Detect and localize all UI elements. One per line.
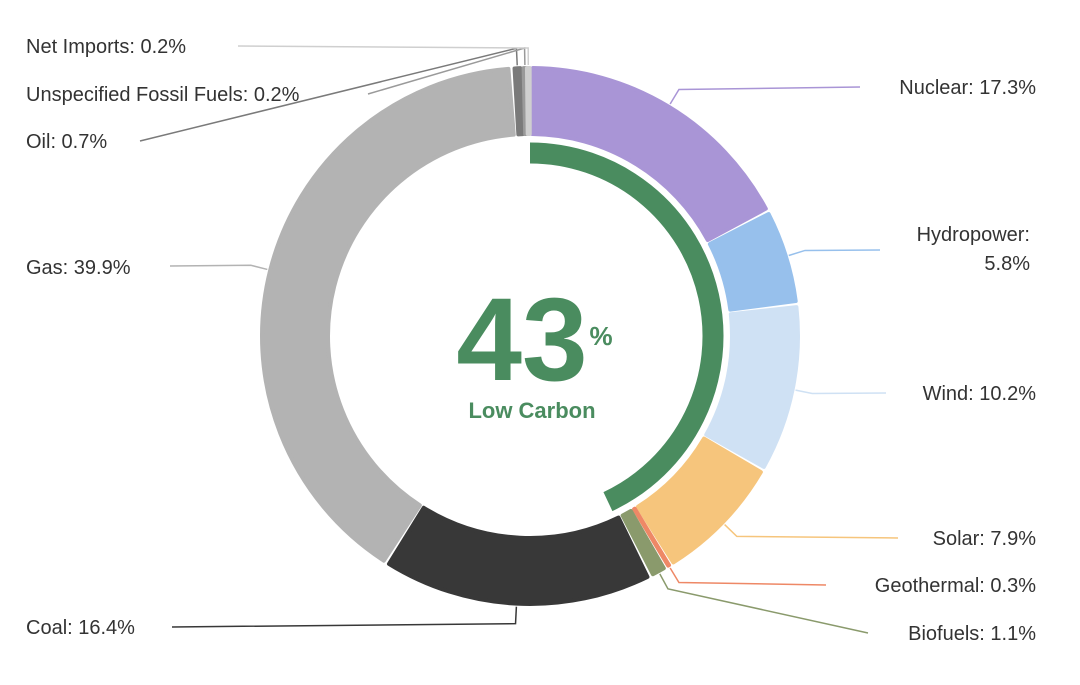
label-geothermal: Geothermal: 0.3% bbox=[875, 575, 1036, 597]
slice-oil bbox=[512, 66, 525, 137]
label-hydropower-line-2: 5.8% bbox=[984, 253, 1030, 275]
leader-line-hydropower bbox=[788, 249, 881, 257]
label-nuclear: Nuclear: 17.3% bbox=[899, 77, 1036, 99]
slice-geothermal bbox=[632, 506, 672, 568]
leader-line-geothermal bbox=[669, 567, 827, 586]
label-wind: Wind: 10.2% bbox=[923, 383, 1037, 405]
leader-line-gas bbox=[169, 264, 268, 271]
label-net-imports: Net Imports: 0.2% bbox=[26, 36, 186, 58]
slice-nuclear bbox=[530, 66, 768, 243]
label-biofuels: Biofuels: 1.1% bbox=[908, 623, 1036, 645]
leader-line-biofuels bbox=[659, 573, 869, 634]
leader-line-net-imports bbox=[237, 45, 530, 66]
leader-line-solar bbox=[724, 524, 899, 539]
slice-labels: Nuclear: 17.3% Hydropower: 5.8% Wind: 10.2%… bbox=[26, 36, 1036, 645]
leader-line-wind bbox=[795, 389, 887, 395]
leader-line-nuclear bbox=[669, 86, 861, 105]
slice-hydropower bbox=[707, 212, 798, 312]
low-carbon-arc bbox=[529, 142, 724, 512]
label-hydropower-line-1: Hydropower: bbox=[917, 224, 1030, 246]
label-coal: Coal: 16.4% bbox=[26, 617, 135, 639]
leader-line-coal bbox=[171, 606, 518, 628]
slice-net-imports bbox=[524, 66, 532, 137]
label-gas: Gas: 39.9% bbox=[26, 257, 131, 279]
slice-solar bbox=[636, 436, 763, 565]
center-unit: % bbox=[589, 321, 612, 351]
donut-slices bbox=[260, 66, 800, 606]
slice-biofuels bbox=[620, 509, 666, 577]
center-label: Low Carbon bbox=[468, 398, 595, 423]
label-solar: Solar: 7.9% bbox=[933, 528, 1037, 550]
label-unspecified-fossil-fuels: Unspecified Fossil Fuels: 0.2% bbox=[26, 84, 300, 106]
label-oil: Oil: 0.7% bbox=[26, 131, 107, 153]
leader-lines bbox=[139, 45, 899, 634]
slice-gas bbox=[260, 66, 516, 563]
slice-wind bbox=[704, 305, 800, 469]
slice-coal bbox=[386, 505, 650, 606]
center-value: 43 bbox=[456, 274, 587, 406]
